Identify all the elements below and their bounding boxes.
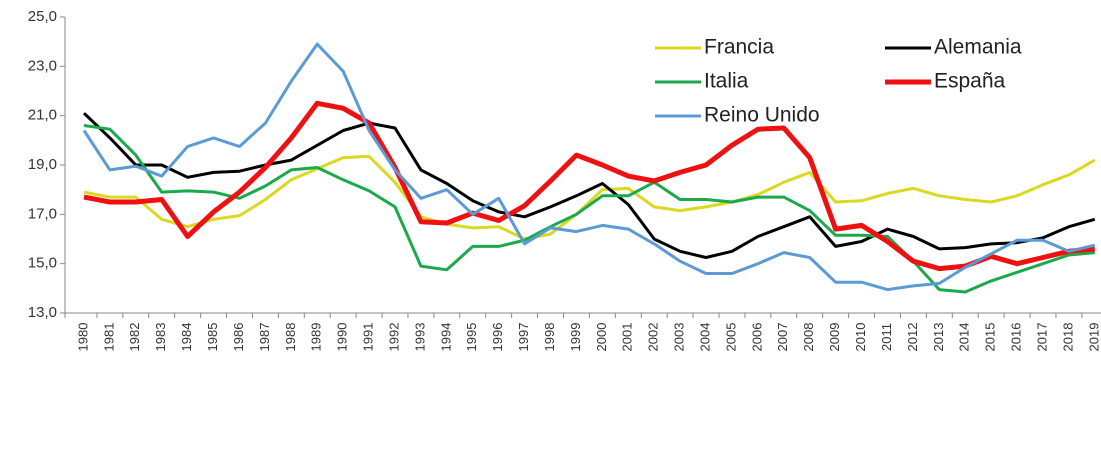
line-series	[82, 112, 1096, 259]
legend-label: Reino Unido	[704, 104, 820, 127]
x-tick-label: 1995	[464, 323, 479, 352]
x-tick-label: 2004	[697, 323, 712, 352]
x-tick-label: 1993	[412, 323, 427, 352]
x-tick-label: 2011	[879, 323, 894, 351]
line-series	[82, 42, 1096, 292]
x-tick-label: 2007	[775, 323, 790, 352]
x-tick-label: 1986	[231, 323, 246, 352]
x-tick-label: 1997	[516, 323, 531, 352]
legend-label: España	[934, 70, 1006, 93]
x-tick-label: 2006	[749, 323, 764, 352]
x-tick-label: 2000	[594, 323, 609, 352]
x-tick-label: 2012	[905, 323, 920, 352]
y-tick-label: 17,0	[28, 205, 57, 222]
y-tick-label: 13,0	[28, 304, 57, 321]
x-tick-label: 1990	[335, 323, 350, 352]
x-tick-label: 1994	[438, 323, 453, 352]
y-tick-label: 19,0	[28, 156, 57, 173]
x-tick-label: 1991	[361, 323, 376, 352]
x-tick-label: 1983	[153, 323, 168, 352]
x-tick-label: 2003	[672, 323, 687, 352]
x-tick-label: 2001	[620, 323, 635, 352]
line-series	[83, 124, 1095, 294]
x-tick-label: 2005	[723, 323, 738, 352]
x-tick-label: 1999	[568, 323, 583, 352]
y-tick-label: 23,0	[28, 57, 57, 74]
legend-label: Francia	[704, 36, 774, 59]
x-tick-label: 1984	[179, 323, 194, 352]
x-tick-label: 1988	[283, 323, 298, 352]
x-tick-label: 1989	[309, 323, 324, 352]
x-tick-label: 2016	[1009, 323, 1024, 352]
y-tick-label: 25,0	[28, 8, 57, 25]
x-tick-label: 2009	[827, 323, 842, 352]
x-tick-label: 2015	[983, 323, 998, 352]
x-tick-label: 1996	[490, 323, 505, 352]
y-tick-label: 15,0	[28, 255, 57, 272]
x-tick-label: 2013	[931, 323, 946, 352]
x-tick-label: 1981	[101, 323, 116, 352]
x-tick-label: 2017	[1034, 323, 1049, 352]
x-tick-label: 2014	[957, 323, 972, 352]
x-tick-label: 1987	[257, 323, 272, 352]
x-tick-label: 1998	[542, 323, 557, 352]
legend-label: Alemania	[934, 36, 1022, 59]
line-series	[83, 154, 1096, 241]
x-tick-label: 2010	[853, 323, 868, 352]
x-tick-label: 2018	[1060, 323, 1075, 352]
x-tick-label: 1982	[127, 323, 142, 352]
x-tick-label: 2019	[1086, 323, 1101, 352]
x-tick-label: 1985	[205, 323, 220, 352]
line-series	[83, 100, 1096, 272]
legend-label: Italia	[704, 70, 749, 93]
x-tick-label: 2002	[646, 323, 661, 352]
x-tick-label: 1980	[75, 323, 90, 352]
x-tick-label: 1992	[386, 323, 401, 352]
x-tick-label: 2008	[801, 323, 816, 352]
y-tick-label: 21,0	[28, 107, 57, 124]
